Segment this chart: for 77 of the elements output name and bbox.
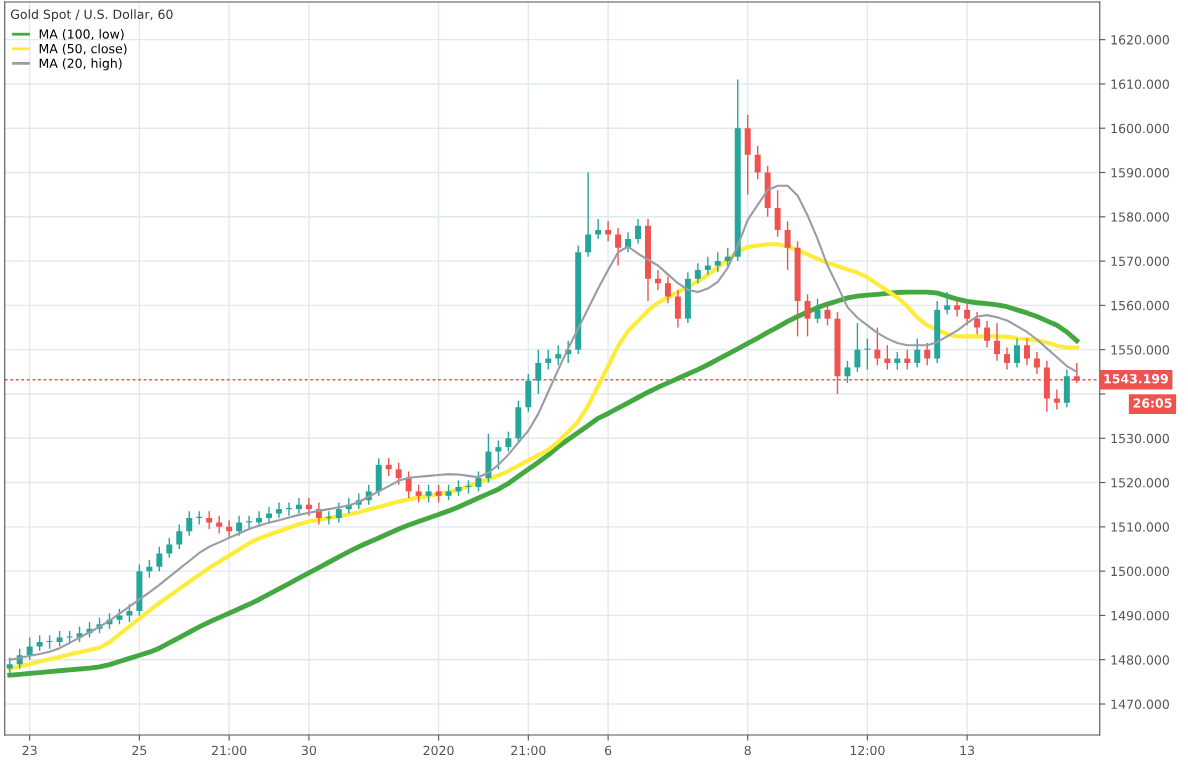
candlestick [674,289,681,329]
candlestick [694,262,701,284]
candlestick [964,302,971,327]
candlestick [1004,346,1010,371]
candlestick [784,220,791,271]
candlestick [166,537,173,559]
x-tick-label: 12:00 [850,745,885,756]
candlestick [615,227,622,267]
x-tick-label: 6 [605,745,612,756]
y-tick-label: 1500.000 [1111,566,1169,577]
y-tick-label: 1580.000 [1111,212,1169,222]
candlestick [914,337,921,369]
ref-line-label: 1543.199 [1104,373,1168,384]
candlestick [874,326,881,366]
candlestick [156,546,163,572]
candlestick [924,342,931,366]
y-tick-label: 1570.000 [1111,256,1169,267]
candlestick [774,189,781,238]
candlestick [535,348,542,395]
candlestick [475,470,482,493]
y-tick-label: 1520.000 [1111,478,1169,488]
y-tick-label: 1480.000 [1111,655,1169,665]
candlestick [505,430,512,453]
candlestick [944,291,951,315]
x-tick-label: 21:00 [212,745,247,756]
x-tick-label: 25 [132,745,147,756]
x-tick-label: 2020 [423,745,454,756]
candlestick [335,501,342,524]
candlestick [236,515,243,537]
candlestick [804,293,811,338]
candlestick [176,523,183,550]
y-tick-label: 1490.000 [1111,610,1169,621]
candlestick [26,636,33,661]
y-tick-label: 1510.000 [1111,522,1169,532]
legend-label: MA (20, high) [39,58,122,71]
y-tick-label: 1600.000 [1111,123,1169,134]
candlestick [714,251,721,273]
x-tick-label: 30 [301,745,317,756]
x-tick-label: 21:00 [511,745,546,756]
candlestick [605,220,612,242]
candlestick [1053,388,1060,411]
y-tick-label: 1610.000 [1111,79,1169,89]
candlestick [495,439,502,470]
text: Gold Spot / U.S. Dollar, 60 [10,9,173,22]
candlestick [814,298,821,324]
candlestick [395,461,402,486]
candlestick [216,515,223,535]
candlestick [994,322,1001,362]
candlestick [844,360,851,384]
text: 26:05 [1133,398,1172,408]
y-tick-label: 1590.000 [1111,167,1169,178]
y-tick-label: 1530.000 [1111,433,1169,444]
candlestick [974,311,981,335]
x-tick-label: 23 [22,745,37,756]
y-tick-label: 1560.000 [1111,300,1169,311]
candlestick [186,510,193,537]
candlestick [1033,351,1040,375]
candlestick [555,344,562,366]
candlestick [1013,337,1020,369]
candlestick [664,275,671,304]
candlestick [954,298,961,318]
candlestick [635,218,642,245]
candlestick [1023,337,1030,366]
candlestick [276,501,282,519]
x-tick-label: 8 [744,745,751,756]
y-tick-label: 1550.000 [1111,345,1169,355]
candlestick [585,171,592,258]
candlestick [754,145,761,180]
legend-label: MA (50, close) [39,43,127,55]
candlestick [854,322,861,373]
x-tick-label: 13 [960,745,975,756]
candlestick [405,470,412,499]
y-tick-label: 1620.000 [1111,35,1169,45]
legend-label: MA (100, low) [39,29,124,41]
candlestick [595,218,602,240]
y-tick-label: 1470.000 [1111,699,1169,709]
candlestick [984,320,991,349]
